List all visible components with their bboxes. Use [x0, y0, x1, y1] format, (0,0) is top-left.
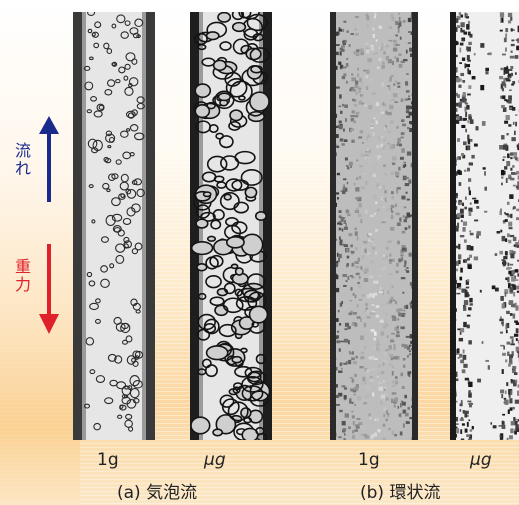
gravity-label: 重 力: [14, 258, 32, 294]
tube-photo-annular-ug: [450, 12, 519, 440]
caption-annular-flow: (b) 環状流: [360, 483, 441, 503]
tube-label-bubbly-ug: μg: [204, 450, 226, 470]
tube-photo-bubbly-1g: [73, 12, 155, 440]
tube-label-bubbly-1g: 1g: [97, 450, 119, 470]
gravity-arrow-icon: [39, 244, 59, 334]
tube-label-annular-1g: 1g: [358, 450, 380, 470]
tube-photo-annular-1g: [330, 12, 418, 440]
tube-label-annular-ug: μg: [470, 450, 492, 470]
background-gradient-left: [0, 0, 80, 505]
gravity-label-line1: 重: [14, 257, 31, 276]
flow-label-line1: 流: [14, 141, 31, 160]
flow-arrow-icon: [39, 116, 59, 202]
caption-bubbly-flow: (a) 気泡流: [117, 483, 198, 503]
flow-label: 流 れ: [14, 142, 32, 178]
tube-photo-bubbly-ug: [190, 12, 272, 440]
flow-label-line2: れ: [14, 159, 31, 178]
gravity-label-line2: 力: [14, 275, 31, 294]
